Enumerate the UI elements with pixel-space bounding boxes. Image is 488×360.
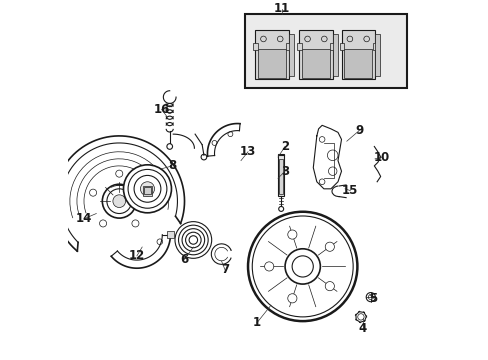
Bar [372, 43, 376, 50]
Bar [285, 43, 290, 50]
Text: 13: 13 [240, 145, 256, 158]
Bar [257, 49, 285, 78]
Bar [244, 14, 406, 88]
Text: 10: 10 [373, 150, 389, 163]
Bar [341, 30, 374, 80]
Text: 5: 5 [368, 292, 377, 305]
Text: 6: 6 [180, 253, 188, 266]
Bar [143, 188, 151, 194]
Text: 11: 11 [273, 3, 289, 15]
Bar [374, 33, 380, 76]
Circle shape [264, 262, 273, 271]
Circle shape [247, 212, 357, 321]
Bar [279, 159, 283, 194]
Circle shape [113, 195, 125, 207]
Circle shape [123, 165, 171, 213]
Bar [166, 231, 174, 238]
Bar [329, 43, 334, 50]
Bar [297, 43, 301, 50]
Text: 2: 2 [281, 140, 288, 153]
Text: 14: 14 [76, 212, 92, 225]
Bar [344, 49, 371, 78]
Circle shape [285, 249, 320, 284]
Circle shape [325, 242, 334, 251]
Text: 9: 9 [354, 124, 363, 137]
Bar [253, 43, 257, 50]
Bar [339, 43, 343, 50]
Text: 12: 12 [128, 249, 145, 262]
Bar [302, 49, 329, 78]
Text: 3: 3 [281, 165, 288, 178]
Circle shape [140, 182, 154, 196]
Text: 7: 7 [221, 264, 229, 276]
Circle shape [287, 230, 296, 239]
Text: 4: 4 [358, 322, 366, 335]
Bar [278, 154, 284, 196]
Bar [288, 33, 293, 76]
Circle shape [287, 294, 296, 303]
Text: 16: 16 [153, 103, 169, 116]
Text: 1: 1 [252, 316, 261, 329]
Bar [255, 30, 288, 80]
Text: 8: 8 [168, 159, 176, 172]
Bar [332, 33, 337, 76]
Circle shape [325, 282, 334, 291]
Text: 15: 15 [342, 184, 358, 197]
Bar [142, 186, 152, 196]
Bar [299, 30, 332, 80]
